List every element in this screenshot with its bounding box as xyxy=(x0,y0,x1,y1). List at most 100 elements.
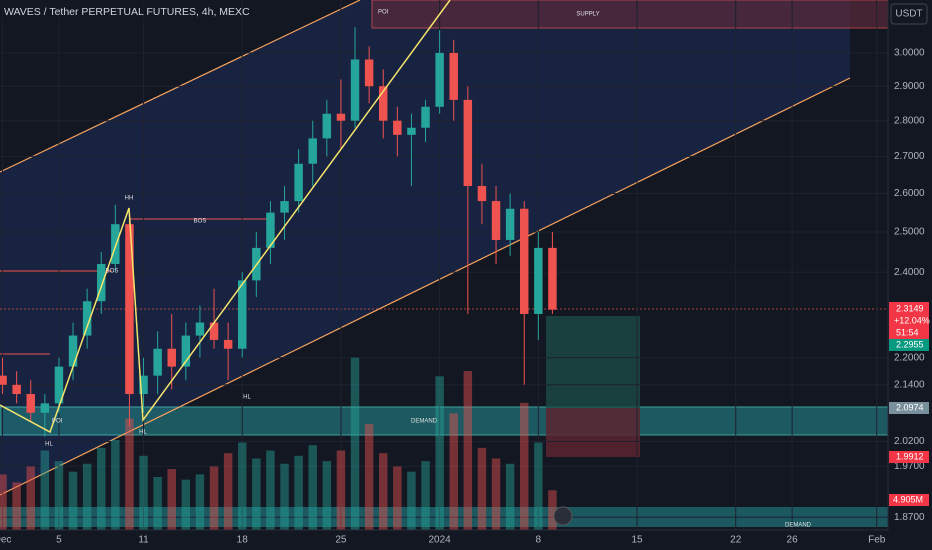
volume-bar xyxy=(505,463,515,530)
volume-bar xyxy=(519,402,529,530)
candle-body xyxy=(167,348,176,367)
candle-body xyxy=(238,280,247,349)
volume-bar xyxy=(463,371,473,530)
x-tick-label: 11 xyxy=(138,535,149,546)
title-bg xyxy=(0,0,240,22)
bos-label: BOS xyxy=(106,269,119,275)
volume-bar xyxy=(266,450,275,530)
candle-body xyxy=(350,59,360,121)
candle-body xyxy=(449,52,458,100)
volume-bar xyxy=(407,471,416,530)
y-tick-label: 2.9000 xyxy=(894,81,925,92)
y-tick-label: 3.0000 xyxy=(894,48,925,59)
symbol-title: WAVES / Tether PERPETUAL FUTURES, 4h, ME… xyxy=(4,6,250,18)
x-tick-label: 5 xyxy=(56,535,62,546)
hl-label: HL xyxy=(243,395,251,401)
bid-price: 2.2955 xyxy=(896,339,924,349)
x-tick-label: 8 xyxy=(536,535,542,546)
demand-tag xyxy=(889,402,929,414)
volume-bar xyxy=(82,463,92,530)
position-target xyxy=(546,316,640,408)
volume-value: 4.905M xyxy=(893,494,923,504)
y-tick-label: 2.2000 xyxy=(894,352,925,363)
volume-bar xyxy=(449,413,458,530)
y-tick-label: 2.7000 xyxy=(894,151,925,162)
poi-label: POI xyxy=(378,10,389,16)
volume-bar xyxy=(181,479,191,530)
volume-bar xyxy=(350,357,360,530)
volume-bar xyxy=(167,469,176,530)
y-tick-label: 1.8700 xyxy=(894,512,925,523)
currency-button[interactable] xyxy=(890,3,928,25)
volume-bar xyxy=(364,424,374,530)
volume-bar xyxy=(421,461,430,530)
candle-body xyxy=(364,59,374,87)
volume-bar xyxy=(97,447,106,530)
volume-bar xyxy=(153,477,162,530)
last-price-tag xyxy=(889,302,929,340)
x-tick-label: Dec xyxy=(0,535,11,546)
candle-body xyxy=(97,263,106,302)
y-tick-label: 2.8000 xyxy=(894,115,925,126)
x-tick-label: 26 xyxy=(787,535,799,546)
candle-body xyxy=(12,384,21,395)
candle-body xyxy=(266,212,275,248)
channel-lower xyxy=(0,77,851,496)
volume-bar xyxy=(322,461,332,530)
volume-bar xyxy=(125,418,134,530)
hh-label: HH xyxy=(125,196,134,202)
candle-body xyxy=(519,208,529,314)
x-tick-label: Feb xyxy=(868,535,886,546)
axis-ticks: 3.0000 2.9000 2.8000 2.7000 2.6000 2.5000 2.40… xyxy=(0,48,925,546)
volume-bar xyxy=(54,461,64,530)
volume-tag xyxy=(889,494,929,506)
supply-label: SUPPLY xyxy=(576,12,599,18)
poi-label: POI xyxy=(52,419,63,425)
volume-bar xyxy=(393,466,402,530)
y-tick-label: 1.9700 xyxy=(894,461,925,472)
candle-body xyxy=(336,113,346,121)
volume-bar xyxy=(40,450,50,530)
candle-body xyxy=(54,366,64,404)
volume-bar xyxy=(294,455,303,530)
demand-price: 2.0974 xyxy=(896,402,924,412)
candle-body xyxy=(322,113,332,139)
x-tick-label: 2024 xyxy=(429,535,452,546)
currency: USDT xyxy=(895,9,922,20)
y-tick-label: 2.1400 xyxy=(894,379,925,390)
candle-body xyxy=(463,99,473,186)
candle-body xyxy=(40,403,50,413)
y-tick-label: 2.4000 xyxy=(894,267,925,278)
bos-label: BOS xyxy=(194,219,207,225)
candle-body xyxy=(195,322,205,336)
y-tick-label: 2.5000 xyxy=(894,227,925,238)
candle-body xyxy=(111,224,120,264)
candle-body xyxy=(280,201,289,213)
candle-body xyxy=(139,375,148,395)
stop-tag xyxy=(889,451,929,463)
volume-bar xyxy=(379,453,388,530)
candle-body xyxy=(82,301,92,336)
candle-body xyxy=(0,375,7,385)
volume-bar xyxy=(491,458,501,530)
replay-button[interactable] xyxy=(553,506,573,526)
volume-bar xyxy=(195,474,205,530)
candle-body xyxy=(421,106,430,128)
candle-body xyxy=(153,348,162,376)
candle-body xyxy=(548,247,557,310)
x-tick-label: 18 xyxy=(237,535,249,546)
last-price: 2.3149 xyxy=(896,303,924,313)
stop-price: 1.9912 xyxy=(896,451,924,461)
demand-label: DEMAND xyxy=(411,419,438,425)
candle-body xyxy=(68,335,78,367)
volume-bar xyxy=(238,442,247,530)
marks xyxy=(0,0,888,530)
x-tick-label: 22 xyxy=(730,535,742,546)
volume-bar xyxy=(534,442,543,530)
candle-body xyxy=(491,201,501,240)
countdown: 51:54 xyxy=(896,327,919,337)
volume-bar xyxy=(12,482,21,530)
y-tick-label: 2.0200 xyxy=(894,436,925,447)
y-tick-label: 2.6000 xyxy=(894,188,925,199)
